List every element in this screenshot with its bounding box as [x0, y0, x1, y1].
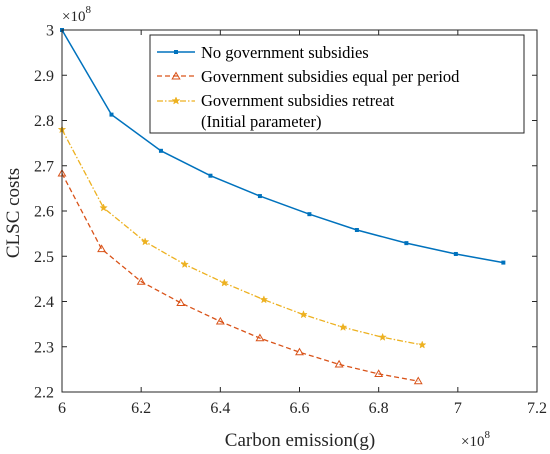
x-tick-label: 7 — [454, 400, 462, 417]
legend-entry-no-subsidies: No government subsidies — [157, 43, 369, 62]
data-point — [453, 251, 458, 256]
y-tick-label: 2.9 — [34, 68, 54, 85]
y-tick-label: 2.6 — [34, 204, 54, 221]
data-point — [417, 340, 427, 349]
legend-marker-square — [174, 50, 178, 54]
data-point — [136, 276, 146, 285]
legend-box — [149, 34, 525, 134]
y-axis-label: CLSC costs — [3, 168, 24, 258]
series-line — [61, 173, 419, 382]
data-point — [299, 310, 308, 319]
data-point — [413, 376, 423, 385]
y-tick-label: 2.7 — [34, 158, 54, 175]
series-2 — [57, 168, 423, 385]
y-tick-label: 2.4 — [34, 294, 54, 311]
x-tick-label: 6.2 — [131, 400, 151, 417]
data-point — [97, 244, 107, 253]
legend-marker-star — [171, 96, 181, 105]
y-tick-label: 2.3 — [34, 339, 54, 356]
y-tick-label: 2.5 — [34, 249, 54, 266]
x-axis-multiplier: ×108 — [461, 429, 490, 450]
data-point — [215, 316, 225, 325]
y-axis-multiplier: ×108 — [62, 4, 91, 25]
y-multiplier-exponent: 8 — [85, 4, 91, 16]
axes-layer: 6 6.2 6.4 6.6 6.8 7 7.2 2.2 2.3 2.4 2.5 2.6 2.7 2.8 2.… — [34, 23, 547, 418]
legend-entry-equal-subsidies: Government subsidies equal per period — [157, 67, 460, 86]
data-point — [220, 278, 229, 287]
data-point — [307, 212, 312, 217]
data-point — [109, 112, 114, 117]
series-line — [61, 129, 423, 346]
x-tick-label: 6.4 — [210, 400, 230, 417]
series-layer — [57, 28, 506, 385]
x-tick-label: 6.6 — [290, 400, 310, 417]
legend-marker-triangle — [171, 71, 181, 80]
data-point — [180, 259, 189, 269]
data-point — [99, 203, 108, 212]
data-point — [338, 322, 348, 331]
data-point — [354, 228, 359, 233]
data-point — [208, 173, 213, 178]
y-tick-label: 3 — [46, 23, 54, 40]
legend-label-no-subsidies: No government subsidies — [201, 43, 369, 62]
data-point — [295, 347, 304, 356]
data-point — [140, 237, 150, 246]
series-3 — [57, 125, 427, 349]
data-point — [378, 332, 387, 341]
legend-label-subsidies-retreat-line2: (Initial parameter) — [201, 112, 321, 131]
legend: No government subsidies Government subsi… — [149, 34, 525, 134]
data-point — [176, 298, 186, 306]
x-tick-label: 6 — [58, 400, 66, 417]
x-multiplier-exponent: 8 — [484, 429, 490, 441]
x-axis-label: Carbon emission(g) — [225, 430, 375, 451]
data-point — [255, 333, 265, 342]
x-multiplier-base: ×10 — [461, 434, 484, 450]
x-tick-label: 6.8 — [369, 400, 389, 417]
data-point — [259, 295, 269, 304]
y-tick-label: 2.2 — [34, 385, 54, 402]
data-point — [257, 194, 262, 199]
x-tick-label: 7.2 — [527, 400, 547, 417]
y-tick-label: 2.8 — [34, 113, 54, 130]
data-point — [334, 359, 344, 368]
data-point — [374, 369, 384, 377]
legend-label-subsidies-retreat: Government subsidies retreat — [201, 91, 395, 110]
legend-entry-subsidies-retreat: Government subsidies retreat (Initial pa… — [157, 91, 395, 131]
series-line — [61, 29, 504, 264]
legend-label-equal-subsidies: Government subsidies equal per period — [201, 67, 460, 86]
data-point — [404, 241, 409, 246]
y-multiplier-base: ×10 — [62, 9, 85, 25]
data-point — [501, 260, 506, 265]
data-point — [158, 148, 163, 153]
